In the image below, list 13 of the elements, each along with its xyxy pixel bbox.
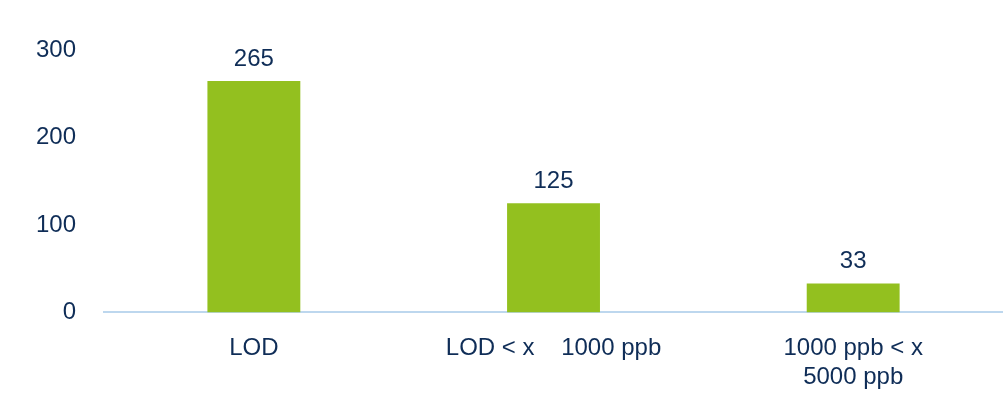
x-tick-label: LOD < x 1000 ppb: [445, 333, 662, 361]
x-tick-label: 1000 ppb < x 5000 ppb: [783, 333, 923, 390]
data-label: 125: [533, 165, 574, 193]
data-label: 33: [839, 246, 867, 274]
bar: [207, 80, 301, 313]
x-tick-label: LOD: [229, 333, 279, 361]
y-tick-label: 300: [36, 35, 77, 63]
data-label: 265: [233, 43, 274, 71]
y-tick-label: 200: [36, 122, 77, 150]
bar: [507, 203, 600, 313]
bar: [806, 283, 900, 313]
y-tick-label: 100: [36, 209, 77, 237]
y-tick-label: 0: [62, 297, 77, 325]
